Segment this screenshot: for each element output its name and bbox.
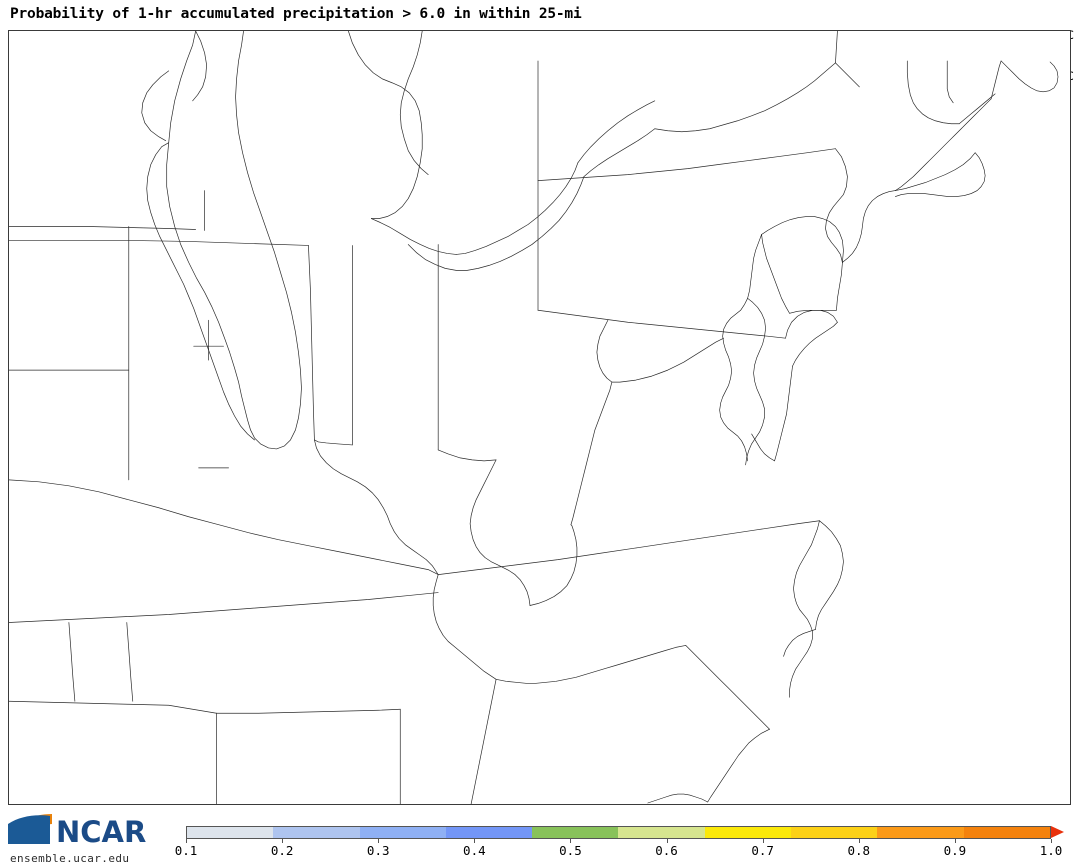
ncar-logo: NCAR ensemble.ucar.edu xyxy=(4,812,174,865)
colorbar-tick xyxy=(1051,839,1052,843)
map-geometry xyxy=(9,31,1070,804)
colorbar-band xyxy=(187,827,274,838)
colorbar-tick-label: 0.5 xyxy=(559,843,582,858)
map-canvas[interactable] xyxy=(8,30,1071,805)
colorbar-tick xyxy=(858,839,860,843)
colorbar-band xyxy=(791,827,878,838)
colorbar-band xyxy=(618,827,705,838)
colorbar-band xyxy=(359,827,446,838)
colorbar-band xyxy=(963,827,1050,838)
colorbar-tick xyxy=(186,839,187,843)
colorbar-extend-arrow xyxy=(1051,826,1064,838)
colorbar-tick xyxy=(570,839,572,843)
page-title: Probability of 1-hr accumulated precipit… xyxy=(10,6,582,22)
logo-wordmark: NCAR xyxy=(56,815,146,849)
colorbar-tick xyxy=(954,839,956,843)
colorbar-band xyxy=(532,827,619,838)
colorbar-tick-label: 1.0 xyxy=(1039,843,1063,858)
colorbar-tick xyxy=(282,839,284,843)
colorbar-band xyxy=(273,827,360,838)
colorbar-tick-label: 0.8 xyxy=(847,843,871,858)
colorbar-tick-label: 0.3 xyxy=(366,843,390,858)
colorbar-band xyxy=(704,827,792,838)
colorbar-tick xyxy=(762,839,764,843)
colorbar: 0.1 0.2 0.3 0.4 0.5 0.6 0.7 0.8 0.9 1.0 xyxy=(175,826,1071,864)
colorbar-tick xyxy=(474,839,476,843)
colorbar-ticks: 0.1 0.2 0.3 0.4 0.5 0.6 0.7 0.8 0.9 1.0 xyxy=(175,839,1062,861)
colorbar-bands xyxy=(186,826,1051,839)
colorbar-tick-label: 0.7 xyxy=(751,843,774,858)
colorbar-tick-label: 0.4 xyxy=(463,843,486,858)
colorbar-tick-label: 0.2 xyxy=(270,843,294,858)
colorbar-tick xyxy=(666,839,668,843)
colorbar-band xyxy=(877,827,964,838)
colorbar-band xyxy=(445,827,533,838)
ncar-logo-mark: NCAR xyxy=(8,814,146,849)
colorbar-tick-label: 0.6 xyxy=(655,843,678,858)
colorbar-tick-label: 0.9 xyxy=(943,843,967,858)
colorbar-tick-label: 0.1 xyxy=(174,843,198,858)
logo-url[interactable]: ensemble.ucar.edu xyxy=(10,852,130,865)
colorbar-tick xyxy=(378,839,380,843)
